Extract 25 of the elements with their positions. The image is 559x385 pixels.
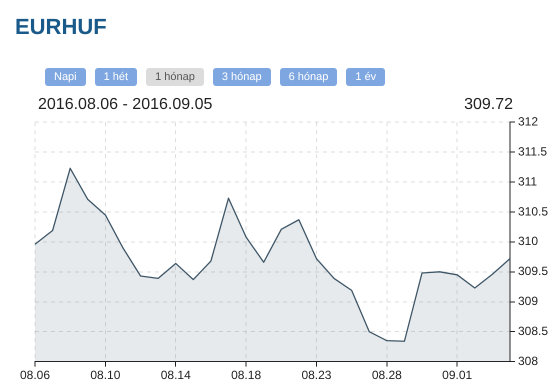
x-tick-label: 08.28 xyxy=(372,368,402,382)
text: 1 év xyxy=(346,68,386,86)
x-tick-label: 08.14 xyxy=(160,368,192,382)
y-tick-label: 309 xyxy=(518,294,538,308)
x-tick-label: 08.18 xyxy=(231,368,262,382)
chart-subtitle: 2016.08.06 - 2016.09.05 xyxy=(38,96,212,114)
chart-title: EURHUF xyxy=(15,14,107,40)
y-tick-label: 312 xyxy=(518,114,538,129)
y-tick-label: 311 xyxy=(518,174,538,188)
y-tick-label: 311.5 xyxy=(518,144,548,158)
text: 6 hónap xyxy=(280,68,338,86)
y-tick-label: 308 xyxy=(518,354,538,368)
x-tick-label: 08.06 xyxy=(20,368,50,382)
text: 1 hónap xyxy=(146,68,204,86)
y-tick-label: 308.5 xyxy=(518,324,548,338)
text: Napi xyxy=(45,68,86,86)
text: 309.72 xyxy=(464,96,513,114)
text: 1 hét xyxy=(94,68,138,86)
x-tick-label: 08.10 xyxy=(90,368,121,382)
y-tick-label: 310 xyxy=(518,234,538,248)
y-tick-label: 309.5 xyxy=(518,264,548,278)
text: 3 hónap xyxy=(212,68,271,86)
y-tick-label: 310.5 xyxy=(518,204,548,218)
x-tick-label: 08.23 xyxy=(301,368,332,382)
x-tick-label: 09.01 xyxy=(442,368,473,382)
